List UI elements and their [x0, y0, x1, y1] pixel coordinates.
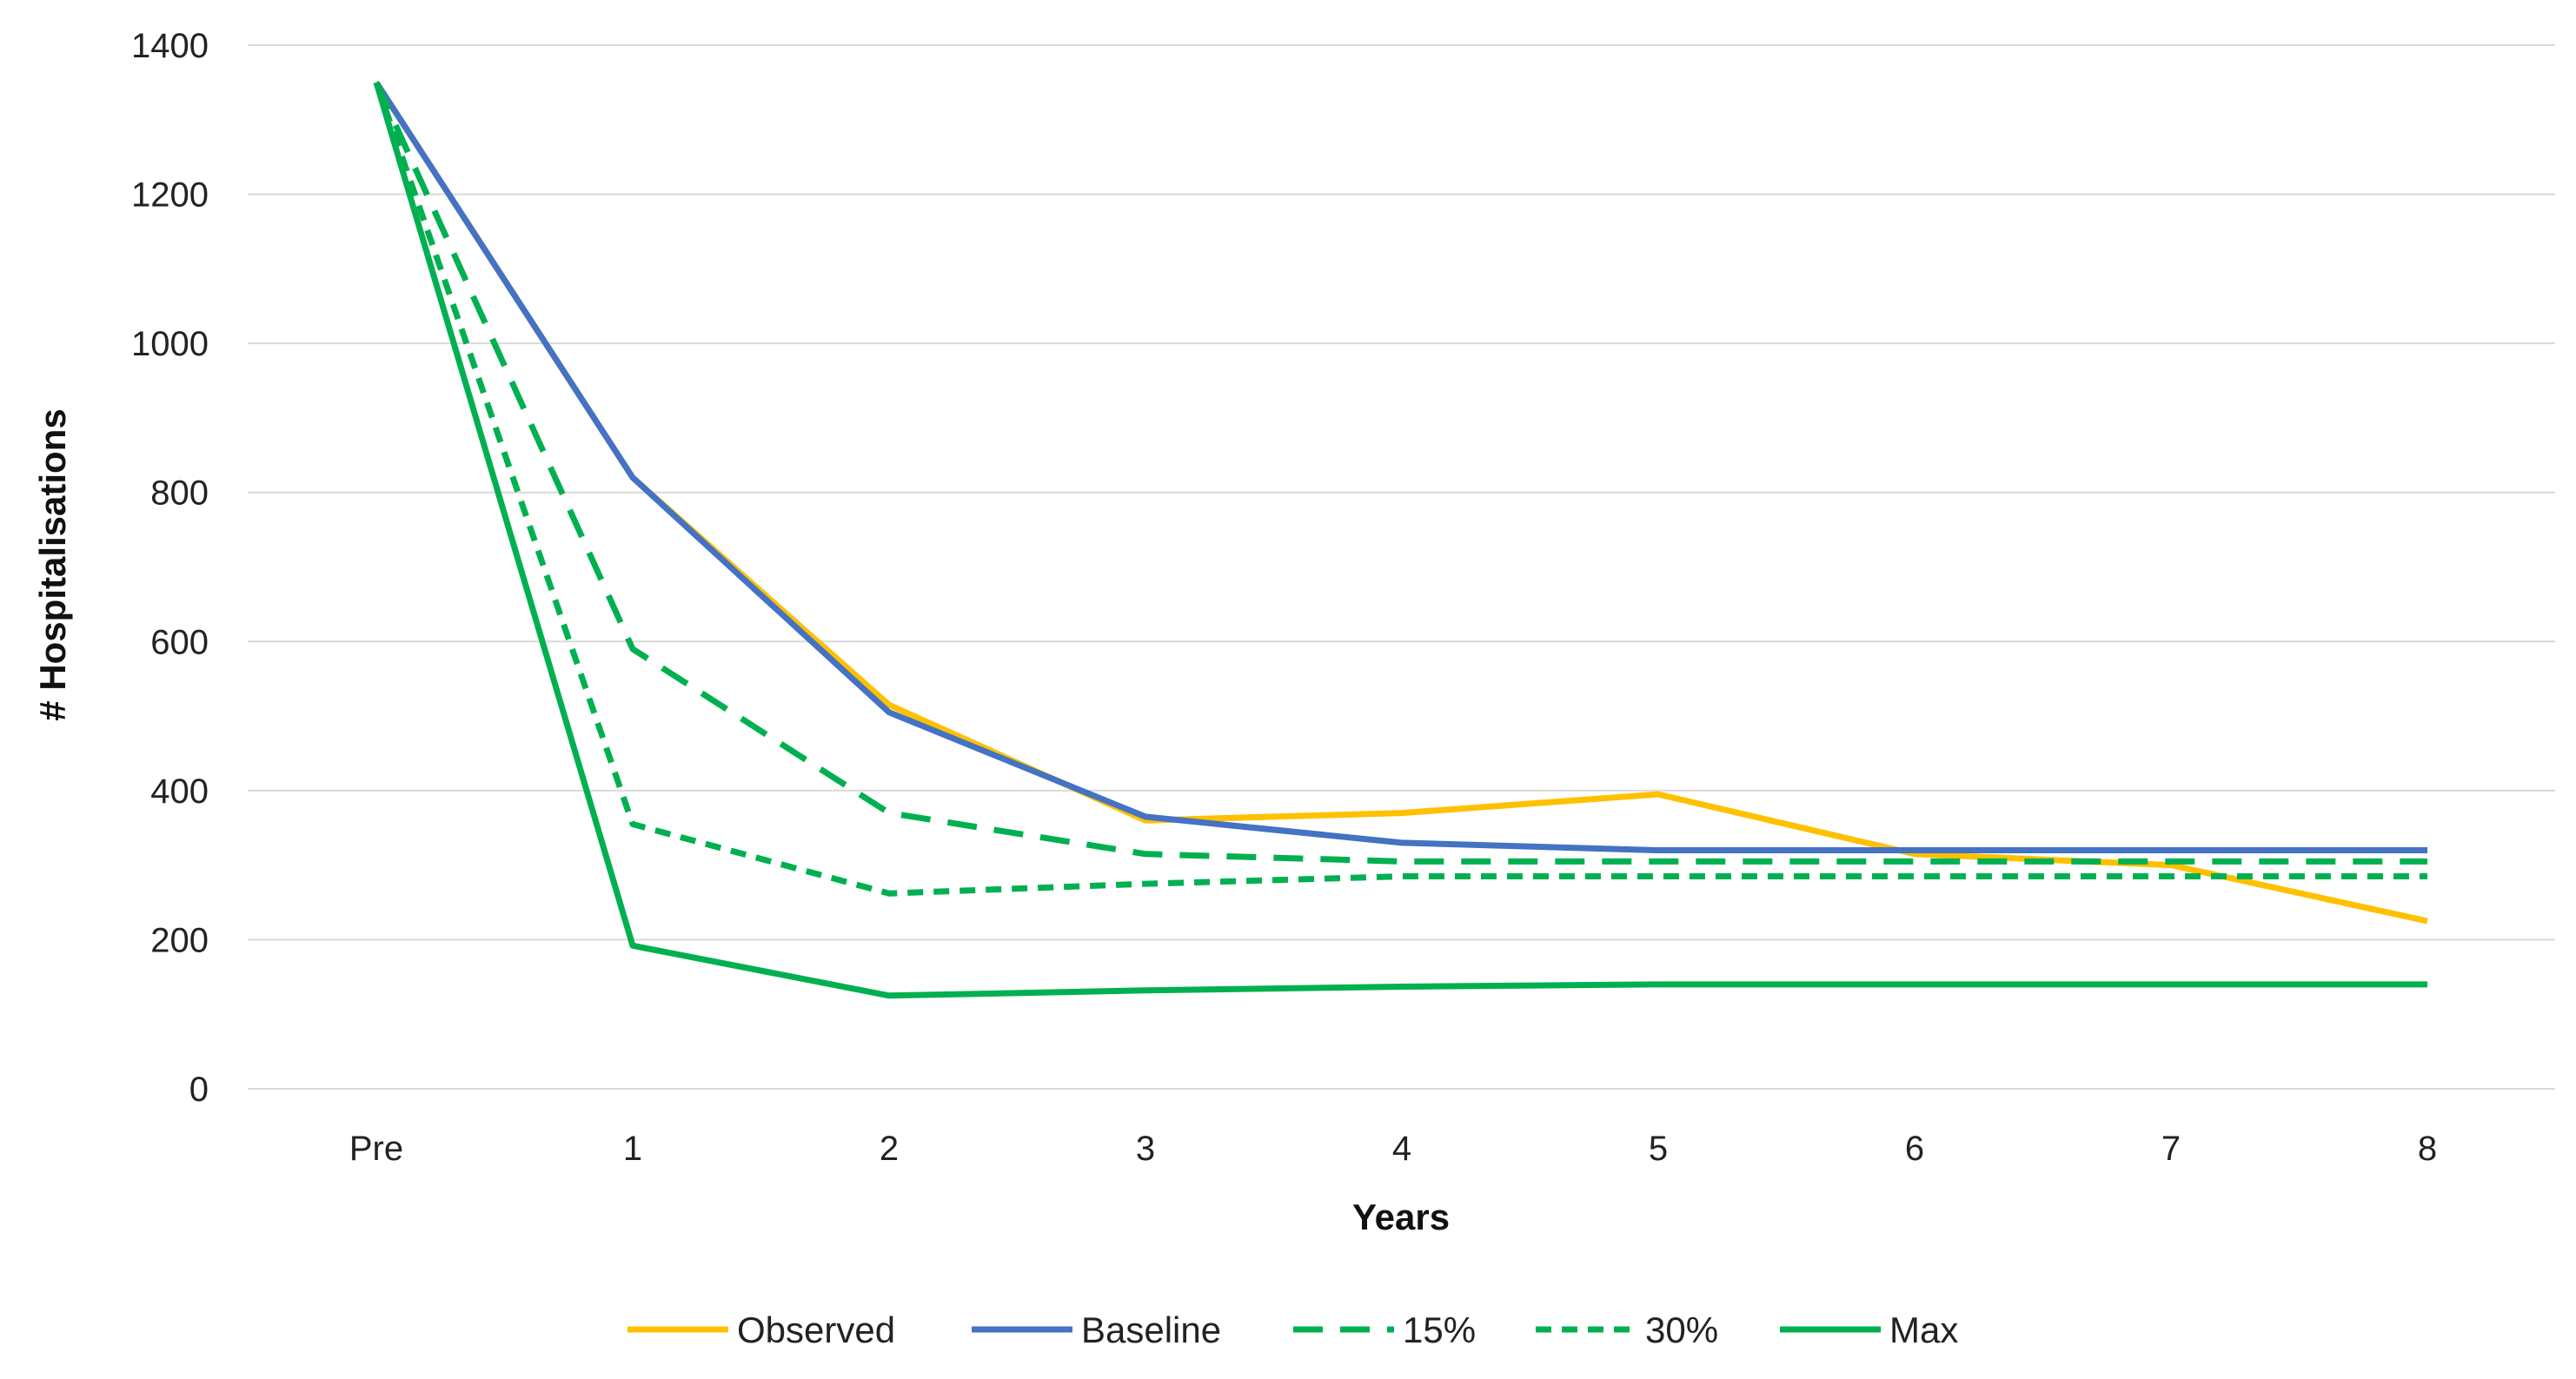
y-tick-label: 400 [150, 772, 209, 811]
series-line-15pct [373, 81, 2427, 865]
y-tick-label: 0 [189, 1071, 209, 1109]
legend-label: Max [1889, 1309, 1958, 1350]
x-tick-label: 2 [880, 1130, 899, 1168]
legend-label: Baseline [1081, 1309, 1221, 1350]
legend-item-30pct: 30% [1536, 1309, 1718, 1350]
legend-label: Observed [737, 1309, 895, 1350]
legend-label: 30% [1645, 1309, 1718, 1350]
y-tick-label: 1200 [131, 176, 209, 215]
legend-item-observed: Observed [627, 1309, 895, 1350]
y-tick-label: 200 [150, 921, 209, 959]
series-line-30pct [373, 81, 2427, 897]
x-tick-label: 4 [1392, 1130, 1411, 1168]
legend-item-baseline: Baseline [972, 1309, 1221, 1350]
y-axis-title: # Hospitalisations [32, 408, 73, 720]
y-tick-label: 1400 [131, 27, 209, 65]
y-tick-label: 1000 [131, 325, 209, 363]
legend-label: 15% [1403, 1309, 1476, 1350]
legend-item-max: Max [1780, 1309, 1958, 1350]
x-tick-label: 3 [1136, 1130, 1155, 1168]
y-tick-label: 600 [150, 623, 209, 661]
series-line-observed [374, 80, 2428, 925]
x-tick-label: 1 [623, 1130, 642, 1168]
x-axis-tick-labels: Pre 1 2 3 4 5 6 7 8 [349, 1130, 2437, 1168]
series-lines [373, 80, 2428, 999]
series-line-baseline [374, 80, 2427, 853]
legend-item-15pct: 15% [1293, 1309, 1476, 1350]
x-tick-label: 7 [2161, 1130, 2181, 1168]
x-tick-label: Pre [349, 1130, 403, 1168]
legend: Observed Baseline 15% 30% Max [627, 1309, 1958, 1350]
y-axis-tick-labels: 0 200 400 600 800 1000 1200 1400 [131, 27, 209, 1109]
x-tick-label: 6 [1905, 1130, 1924, 1168]
x-axis-title: Years [1352, 1197, 1450, 1237]
x-tick-label: 8 [2418, 1130, 2437, 1168]
y-tick-label: 800 [150, 474, 209, 513]
x-tick-label: 5 [1649, 1130, 1668, 1168]
